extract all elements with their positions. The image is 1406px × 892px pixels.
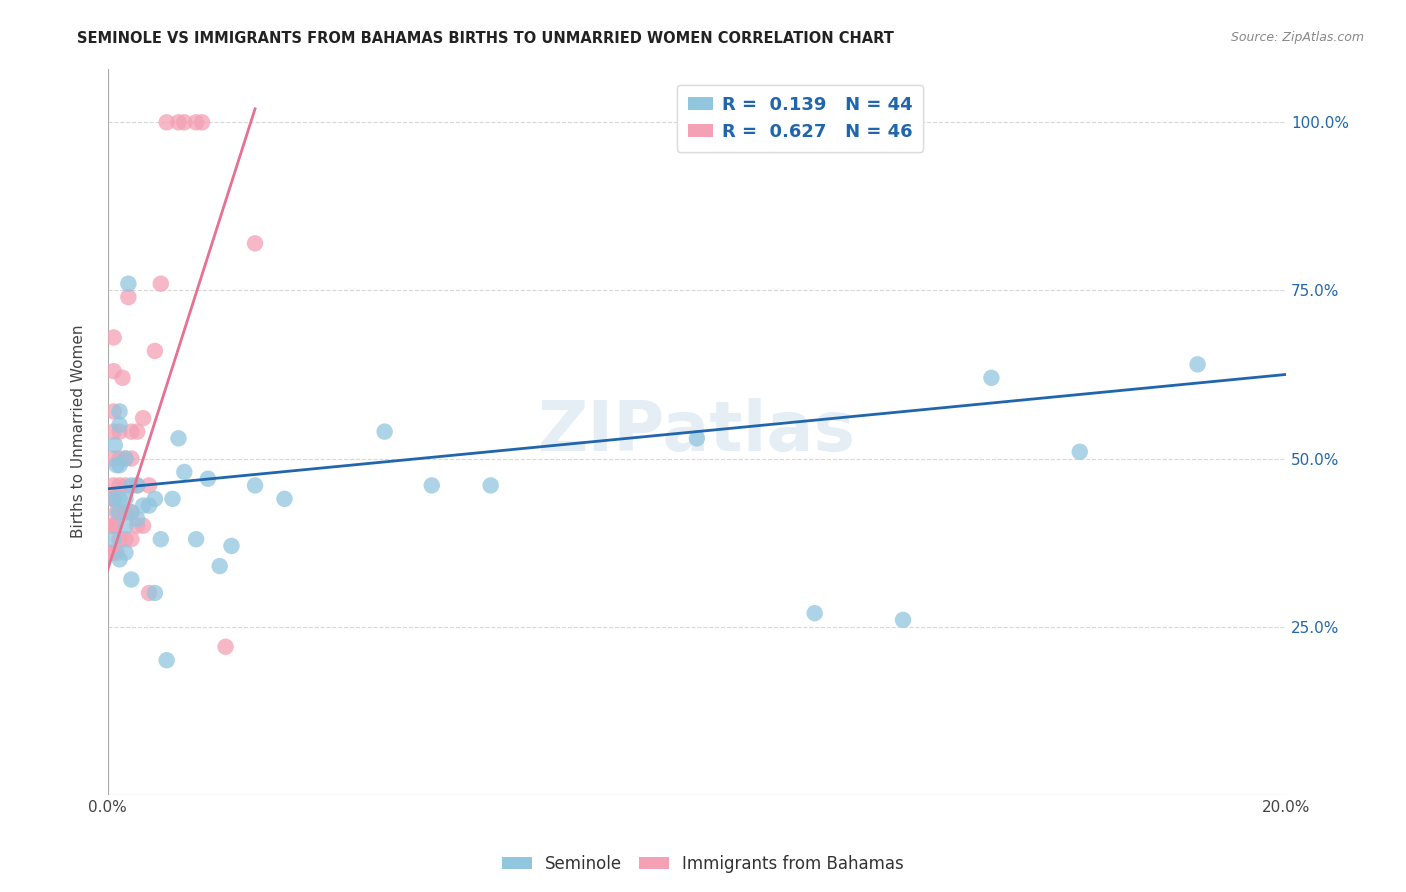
Point — [103, 491, 125, 506]
Text: SEMINOLE VS IMMIGRANTS FROM BAHAMAS BIRTHS TO UNMARRIED WOMEN CORRELATION CHART: SEMINOLE VS IMMIGRANTS FROM BAHAMAS BIRT… — [77, 31, 894, 46]
Point — [162, 491, 184, 506]
Point — [803, 606, 825, 620]
Point — [104, 518, 127, 533]
Point — [138, 478, 160, 492]
Point — [114, 505, 136, 519]
Legend: R =  0.139   N = 44, R =  0.627   N = 46: R = 0.139 N = 44, R = 0.627 N = 46 — [676, 85, 924, 152]
Point — [191, 115, 214, 129]
Point — [103, 532, 125, 546]
Point — [108, 491, 131, 506]
Point — [479, 478, 502, 492]
Point — [101, 491, 124, 506]
Point — [420, 478, 443, 492]
Point — [149, 277, 172, 291]
Point — [273, 491, 295, 506]
Point — [107, 505, 129, 519]
Point — [103, 425, 125, 439]
Point — [120, 425, 142, 439]
Point — [1187, 357, 1209, 371]
Point — [149, 532, 172, 546]
Point — [120, 451, 142, 466]
Point — [105, 505, 128, 519]
Legend: Seminole, Immigrants from Bahamas: Seminole, Immigrants from Bahamas — [495, 848, 911, 880]
Point — [120, 573, 142, 587]
Point — [243, 478, 266, 492]
Point — [108, 458, 131, 473]
Text: ZIPatlas: ZIPatlas — [538, 398, 856, 465]
Point — [108, 404, 131, 418]
Point — [105, 458, 128, 473]
Point — [114, 451, 136, 466]
Point — [108, 417, 131, 432]
Y-axis label: Births to Unmarried Women: Births to Unmarried Women — [72, 325, 86, 539]
Point — [143, 586, 166, 600]
Point — [103, 546, 125, 560]
Point — [120, 505, 142, 519]
Point — [173, 465, 195, 479]
Point — [156, 653, 179, 667]
Point — [686, 431, 709, 445]
Point — [114, 532, 136, 546]
Point — [243, 236, 266, 251]
Point — [103, 491, 125, 506]
Point — [980, 371, 1002, 385]
Point — [197, 472, 219, 486]
Point — [132, 411, 155, 425]
Point — [103, 364, 125, 378]
Point — [108, 425, 131, 439]
Point — [208, 559, 231, 574]
Point — [120, 478, 142, 492]
Point — [114, 491, 136, 506]
Point — [143, 343, 166, 358]
Point — [167, 431, 190, 445]
Point — [127, 425, 149, 439]
Point — [173, 115, 195, 129]
Point — [114, 451, 136, 466]
Point — [103, 330, 125, 344]
Point — [108, 532, 131, 546]
Point — [184, 115, 207, 129]
Point — [114, 546, 136, 560]
Point — [117, 290, 139, 304]
Point — [891, 613, 914, 627]
Point — [374, 425, 396, 439]
Point — [132, 518, 155, 533]
Point — [105, 546, 128, 560]
Point — [117, 277, 139, 291]
Point — [103, 478, 125, 492]
Point — [127, 518, 149, 533]
Point — [156, 115, 179, 129]
Point — [127, 478, 149, 492]
Point — [108, 478, 131, 492]
Point — [138, 499, 160, 513]
Point — [120, 532, 142, 546]
Point — [127, 478, 149, 492]
Point — [100, 546, 122, 560]
Point — [108, 505, 131, 519]
Point — [108, 451, 131, 466]
Point — [114, 478, 136, 492]
Point — [111, 371, 134, 385]
Point — [221, 539, 243, 553]
Point — [120, 505, 142, 519]
Point — [143, 491, 166, 506]
Point — [103, 451, 125, 466]
Point — [108, 552, 131, 566]
Point — [1069, 444, 1091, 458]
Point — [167, 115, 190, 129]
Point — [103, 518, 125, 533]
Text: Source: ZipAtlas.com: Source: ZipAtlas.com — [1230, 31, 1364, 45]
Point — [132, 499, 155, 513]
Point — [127, 512, 149, 526]
Point — [100, 518, 122, 533]
Point — [184, 532, 207, 546]
Point — [114, 518, 136, 533]
Point — [104, 438, 127, 452]
Point — [138, 586, 160, 600]
Point — [103, 404, 125, 418]
Point — [214, 640, 236, 654]
